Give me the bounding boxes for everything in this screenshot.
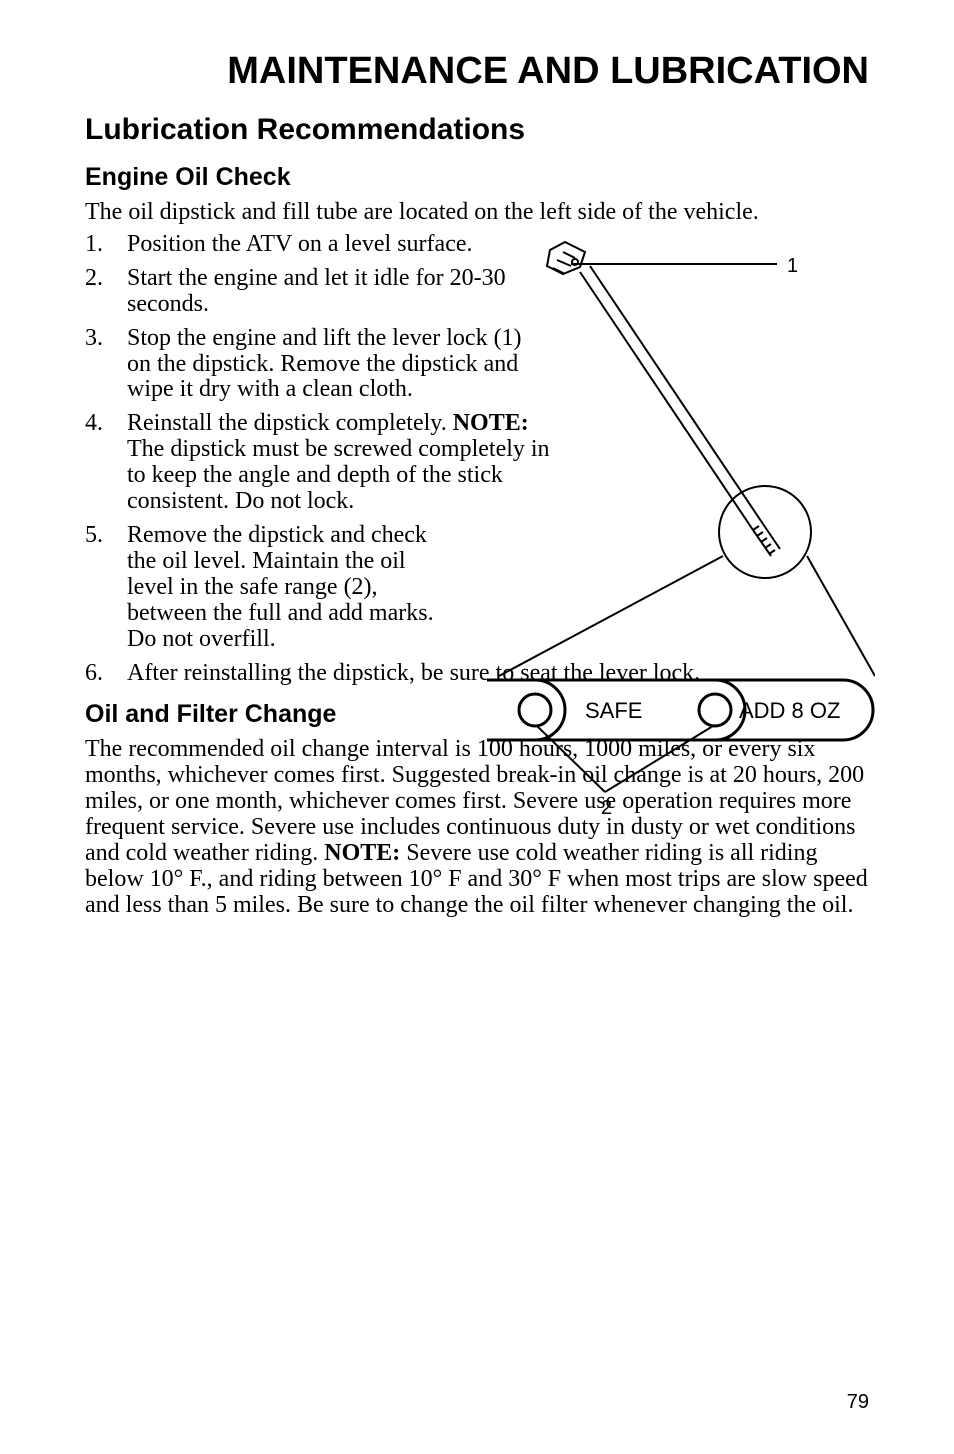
step-5: Remove the dipstick and check the oil le…	[85, 523, 457, 653]
chapter-title: MAINTENANCE AND LUBRICATION	[85, 50, 869, 93]
dipstick-add-label: ADD 8 OZ	[739, 698, 840, 723]
oil-filter-para-note: NOTE:	[324, 840, 400, 866]
dipstick-diagram: 1	[475, 232, 875, 832]
callout-1: 1	[787, 255, 798, 277]
callout-2: 2	[601, 797, 612, 819]
engine-oil-intro: The oil dipstick and fill tube are locat…	[85, 200, 869, 226]
engine-oil-check-heading: Engine Oil Check	[85, 163, 869, 192]
dipstick-safe-label: SAFE	[585, 698, 642, 723]
page-number: 79	[847, 1391, 869, 1414]
step-4-lead: Reinstall the dipstick completely.	[127, 410, 453, 436]
section-title: Lubrication Recommendations	[85, 113, 869, 147]
